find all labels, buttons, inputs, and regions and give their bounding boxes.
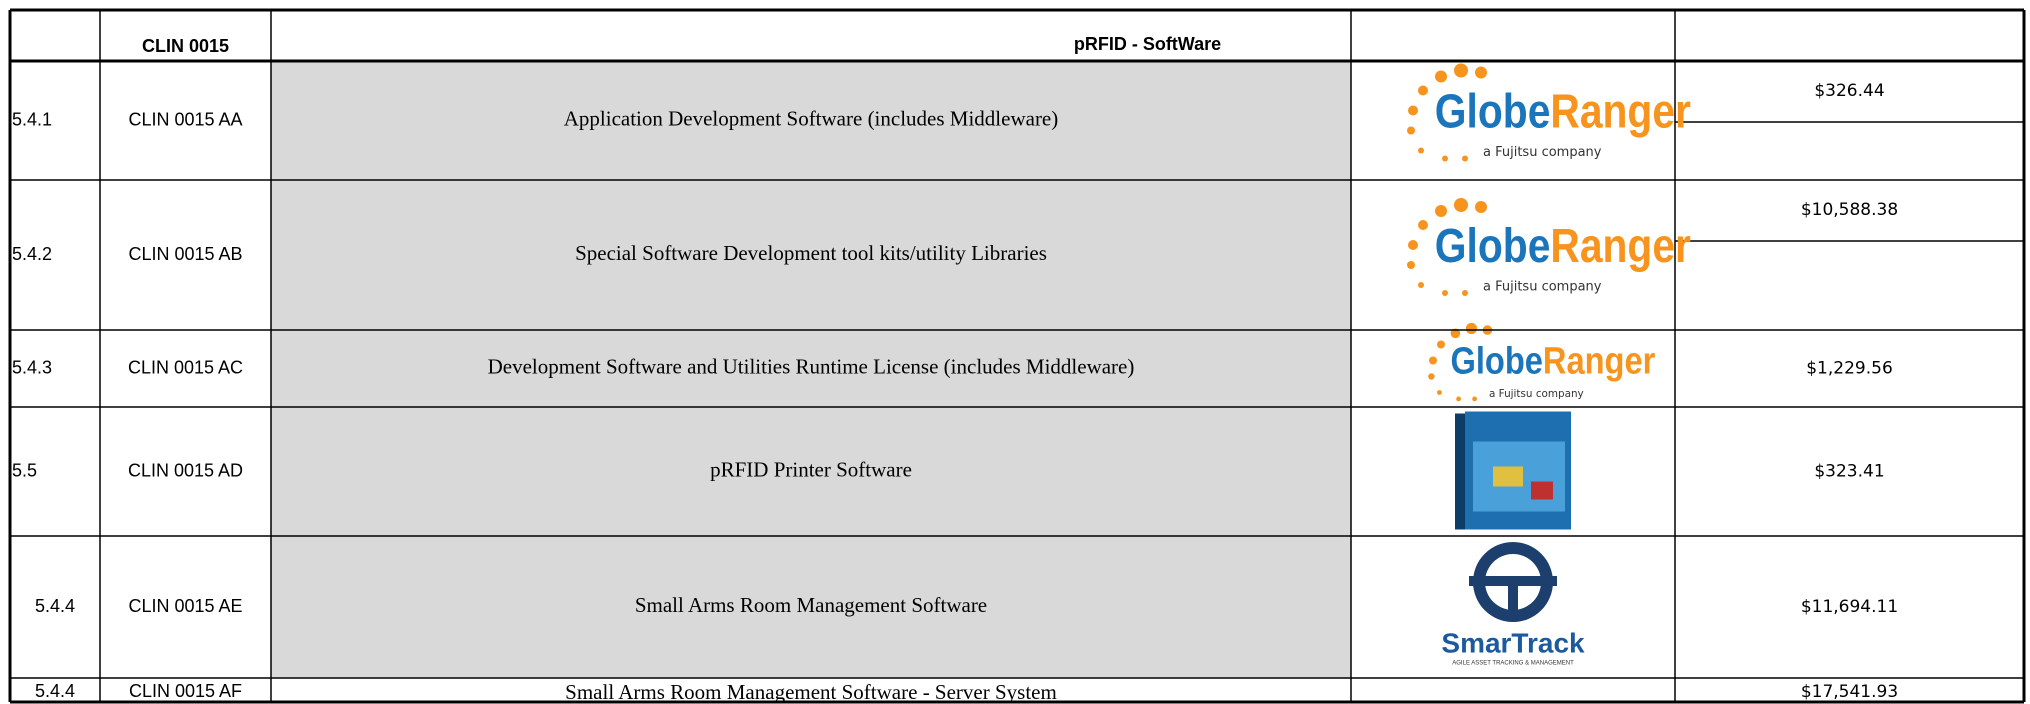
logo-tagline: a Fujitsu company xyxy=(1483,145,1602,160)
row-clin: CLIN 0015 AA xyxy=(128,109,242,129)
logo-dot xyxy=(1465,322,1477,335)
logo-tagline: a Fujitsu company xyxy=(1489,388,1584,400)
row-description: Small Arms Room Management Software xyxy=(635,593,987,617)
logo-dot xyxy=(1418,220,1428,230)
row-price: $11,694.11 xyxy=(1801,597,1898,617)
logo-dot xyxy=(1437,390,1442,395)
logo-dot xyxy=(1450,328,1461,339)
row-description: pRFID Printer Software xyxy=(710,457,912,481)
logo-dot xyxy=(1462,290,1468,296)
logo-dot xyxy=(1462,155,1468,162)
logo-part: Ranger xyxy=(1550,85,1691,138)
logo xyxy=(1455,411,1571,530)
logo-dot xyxy=(1407,126,1415,135)
logo-dot xyxy=(1435,205,1447,217)
header-title: pRFID - SoftWare xyxy=(1074,34,1221,54)
logo-dot xyxy=(1454,63,1468,78)
row-description: Development Software and Utilities Runti… xyxy=(488,354,1135,378)
logo-dot xyxy=(1442,290,1448,296)
logo-bar xyxy=(1508,576,1518,616)
logo-dot xyxy=(1454,198,1468,212)
logo-dot xyxy=(1437,340,1445,349)
logo-name: SmarTrack xyxy=(1441,627,1585,658)
logo-dot xyxy=(1475,66,1487,79)
logo: SmarTrack AGILE ASSET TRACKING & MANAGEME… xyxy=(1441,542,1585,667)
row-price: $10,588.38 xyxy=(1801,200,1898,220)
logo-part: Ranger xyxy=(1550,220,1691,273)
logo-dot xyxy=(1418,282,1424,288)
logo-name: GlobeRanger xyxy=(1435,220,1691,273)
logo-part: Globe xyxy=(1435,85,1551,138)
logo-part: Ranger xyxy=(1543,339,1656,382)
header-cell: CLIN 0015 xyxy=(142,36,229,56)
row-id: 5.5 xyxy=(12,460,37,480)
logo-tagline: a Fujitsu company xyxy=(1483,280,1602,295)
logo-dot xyxy=(1408,240,1418,250)
logo-dot xyxy=(1408,105,1418,116)
description-bg xyxy=(271,61,1351,678)
logo-dot xyxy=(1429,356,1437,365)
logo-dot xyxy=(1472,396,1477,402)
logo-tagline: AGILE ASSET TRACKING & MANAGEMENT xyxy=(1452,661,1574,667)
row-clin: CLIN 0015 AF xyxy=(129,681,242,701)
logo-part: Globe xyxy=(1435,220,1551,273)
row-clin: CLIN 0015 AB xyxy=(128,244,242,264)
row-id: 5.4.4 xyxy=(35,681,75,701)
row-clin: CLIN 0015 AC xyxy=(128,357,243,377)
box-art xyxy=(1493,466,1523,487)
row-id: 5.4.3 xyxy=(12,357,52,377)
row-id: 5.4.1 xyxy=(12,109,52,129)
box-side xyxy=(1455,413,1465,530)
row-id: 5.4.4 xyxy=(35,596,75,616)
row-description: Application Development Software (includ… xyxy=(564,106,1059,130)
logo-part: Globe xyxy=(1450,339,1542,382)
row-id: 5.4.2 xyxy=(12,244,52,264)
logo-dot xyxy=(1418,147,1424,154)
logo: GlobeRanger a Fujitsu company xyxy=(1407,198,1691,296)
logo-name: GlobeRanger xyxy=(1435,85,1691,138)
row-clin: CLIN 0015 AE xyxy=(128,596,242,616)
logo-dot xyxy=(1475,201,1487,213)
logo-dot xyxy=(1428,373,1435,380)
row-description: Small Arms Room Management Software - Se… xyxy=(565,680,1057,704)
logo: GlobeRanger a Fujitsu company xyxy=(1407,63,1691,162)
row-price: $1,229.56 xyxy=(1806,359,1893,379)
row-description: Special Software Development tool kits/u… xyxy=(575,241,1047,265)
logo-dot xyxy=(1442,155,1448,162)
box-art xyxy=(1531,481,1553,500)
logo-dot xyxy=(1456,396,1461,402)
row-price: $323.41 xyxy=(1814,462,1884,482)
row-price: $326.44 xyxy=(1814,81,1884,101)
logo: GlobeRanger a Fujitsu company xyxy=(1428,322,1655,402)
logo-dot xyxy=(1407,261,1415,269)
row-price: $17,541.93 xyxy=(1801,682,1898,702)
logo-dot xyxy=(1435,70,1447,83)
logo-name: GlobeRanger xyxy=(1450,339,1655,382)
row-clin: CLIN 0015 AD xyxy=(128,460,243,480)
logo-dot xyxy=(1418,85,1428,96)
